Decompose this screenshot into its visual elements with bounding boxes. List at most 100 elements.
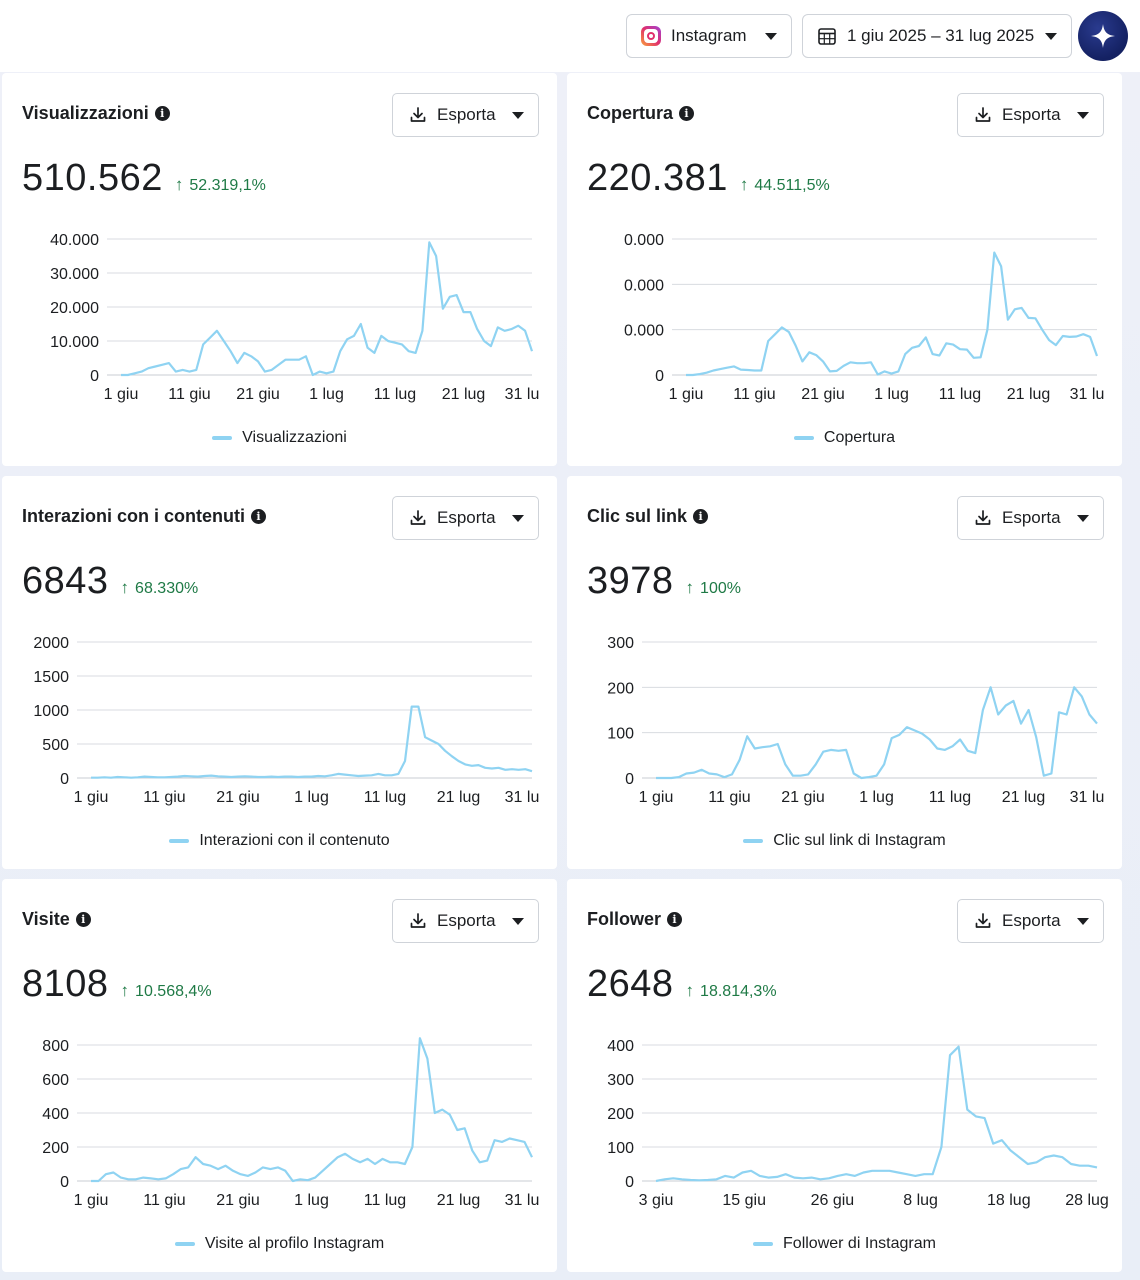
info-icon[interactable]: i [154,106,170,121]
metric-value-row: 6843 ↑ 68.330% [22,560,198,603]
x-tick-label: 18 lug [987,1192,1031,1209]
chevron-down-icon [765,32,777,40]
chart-legend: Visualizzazioni [2,429,557,447]
y-tick-label: 400 [42,1106,69,1123]
x-tick-label: 21 giu [216,789,260,806]
metric-delta-text: 100% [700,580,741,597]
x-tick-label: 11 giu [168,386,210,403]
chevron-down-icon [1077,111,1089,119]
x-tick-label: 1 lug [309,386,344,403]
top-bar: Instagram 1 giu 2025 – 31 lug 2025 [0,0,1140,72]
card-title-text: Clic sul link [587,506,688,526]
info-icon[interactable]: i [679,106,695,121]
x-tick-label: 11 giu [733,386,775,403]
x-tick-label: 1 lug [294,1192,329,1209]
platform-selector[interactable]: Instagram [626,14,792,58]
export-button[interactable]: Esporta [957,496,1104,540]
date-range-label: 1 giu 2025 – 31 lug 2025 [847,26,1035,45]
y-tick-label: 100 [607,726,634,743]
date-range-selector[interactable]: 1 giu 2025 – 31 lug 2025 [802,14,1072,58]
export-label: Esporta [437,508,496,527]
metric-card: Visualizzazioni i Esporta 510.562 ↑ 52.3… [2,73,557,466]
x-tick-label: 1 lug [874,386,909,403]
metric-value: 8108 [22,963,109,1005]
card-title-text: Follower [587,909,662,929]
info-icon[interactable]: i [75,912,91,927]
card-title: Clic sul link i [587,506,709,527]
metric-value: 2648 [587,963,674,1005]
y-tick-label: 0 [655,368,664,385]
export-button[interactable]: Esporta [957,899,1104,943]
export-button[interactable]: Esporta [392,899,539,943]
card-title-text: Visualizzazioni [22,103,149,123]
metric-card: Visite i Esporta 8108 ↑ 10.568,4% Visite… [2,879,557,1272]
export-button[interactable]: Esporta [392,496,539,540]
x-tick-label: 11 giu [143,1192,185,1209]
metric-value: 220.381 [587,157,728,199]
download-icon [975,913,991,928]
y-tick-label: 20.000 [50,300,99,317]
metric-value-row: 8108 ↑ 10.568,4% [22,963,212,1006]
info-icon[interactable]: i [251,509,267,524]
card-title-text: Interazioni con i contenuti [22,506,246,526]
legend-label: Visite al profilo Instagram [204,1235,385,1252]
legend-swatch [169,839,190,843]
metric-value: 510.562 [22,157,163,199]
metric-delta-text: 44.511,5% [754,177,830,194]
x-tick-label: 11 lug [929,789,971,806]
chevron-down-icon [1077,514,1089,522]
metric-value-row: 220.381 ↑ 44.511,5% [587,157,830,200]
export-button[interactable]: Esporta [957,93,1104,137]
metric-value-row: 3978 ↑ 100% [587,560,741,603]
metric-delta: ↑ 52.319,1% [175,175,266,195]
line-chart: 0.000 0.000 0.000 0 1 giu 11 giu 21 giu 1 lug 11… [624,232,1104,403]
arrow-up-icon: ↑ [120,981,130,1000]
y-tick-label: 300 [607,1072,634,1089]
x-tick-label: 3 giu [639,1192,674,1209]
x-tick-label: 26 giu [811,1192,855,1209]
x-tick-label: 11 lug [939,386,981,403]
x-tick-label: 1 giu [74,789,109,806]
metric-value-row: 2648 ↑ 18.814,3% [587,963,777,1006]
download-icon [975,510,991,525]
x-tick-label: 1 lug [294,789,329,806]
chart-legend: Visite al profilo Instagram [2,1235,557,1253]
info-icon[interactable]: i [693,509,709,524]
series-line [686,251,1099,377]
info-icon[interactable]: i [667,912,683,927]
export-label: Esporta [1002,508,1061,527]
ai-assistant-button[interactable] [1078,11,1128,61]
metric-delta: ↑ 18.814,3% [686,981,777,1001]
y-tick-label: 300 [607,635,634,652]
series-line [91,705,533,779]
x-tick-label: 31 lu [1070,789,1105,806]
download-icon [410,510,426,525]
metric-card: Interazioni con i contenuti i Esporta 68… [2,476,557,869]
chevron-down-icon [512,514,524,522]
download-icon [975,107,991,122]
metric-delta-text: 18.814,3% [700,983,777,1000]
series-line [91,1037,533,1183]
arrow-up-icon: ↑ [739,175,749,194]
legend-swatch [753,1242,774,1246]
metric-value: 3978 [587,560,674,602]
legend-swatch [212,436,233,440]
x-tick-label: 8 lug [903,1192,938,1209]
card-title-text: Visite [22,909,70,929]
y-tick-label: 0.000 [624,323,664,340]
export-button[interactable]: Esporta [392,93,539,137]
card-title: Follower i [587,909,683,930]
line-chart: 300 200 100 0 1 giu 11 giu 21 giu 1 lug 11 lug 21… [607,635,1105,806]
x-tick-label: 11 giu [143,789,185,806]
metric-card: Follower i Esporta 2648 ↑ 18.814,3% Foll… [567,879,1122,1272]
chart-legend: Clic sul link di Instagram [567,832,1122,850]
legend-label: Follower di Instagram [783,1235,936,1252]
legend-label: Clic sul link di Instagram [773,832,946,849]
x-tick-label: 11 giu [708,789,750,806]
y-tick-label: 500 [42,737,69,754]
x-tick-label: 1 giu [74,1192,109,1209]
metric-value: 6843 [22,560,109,602]
metric-card: Copertura i Esporta 220.381 ↑ 44.511,5% … [567,73,1122,466]
y-tick-label: 400 [607,1038,634,1055]
series-line [656,686,1098,780]
